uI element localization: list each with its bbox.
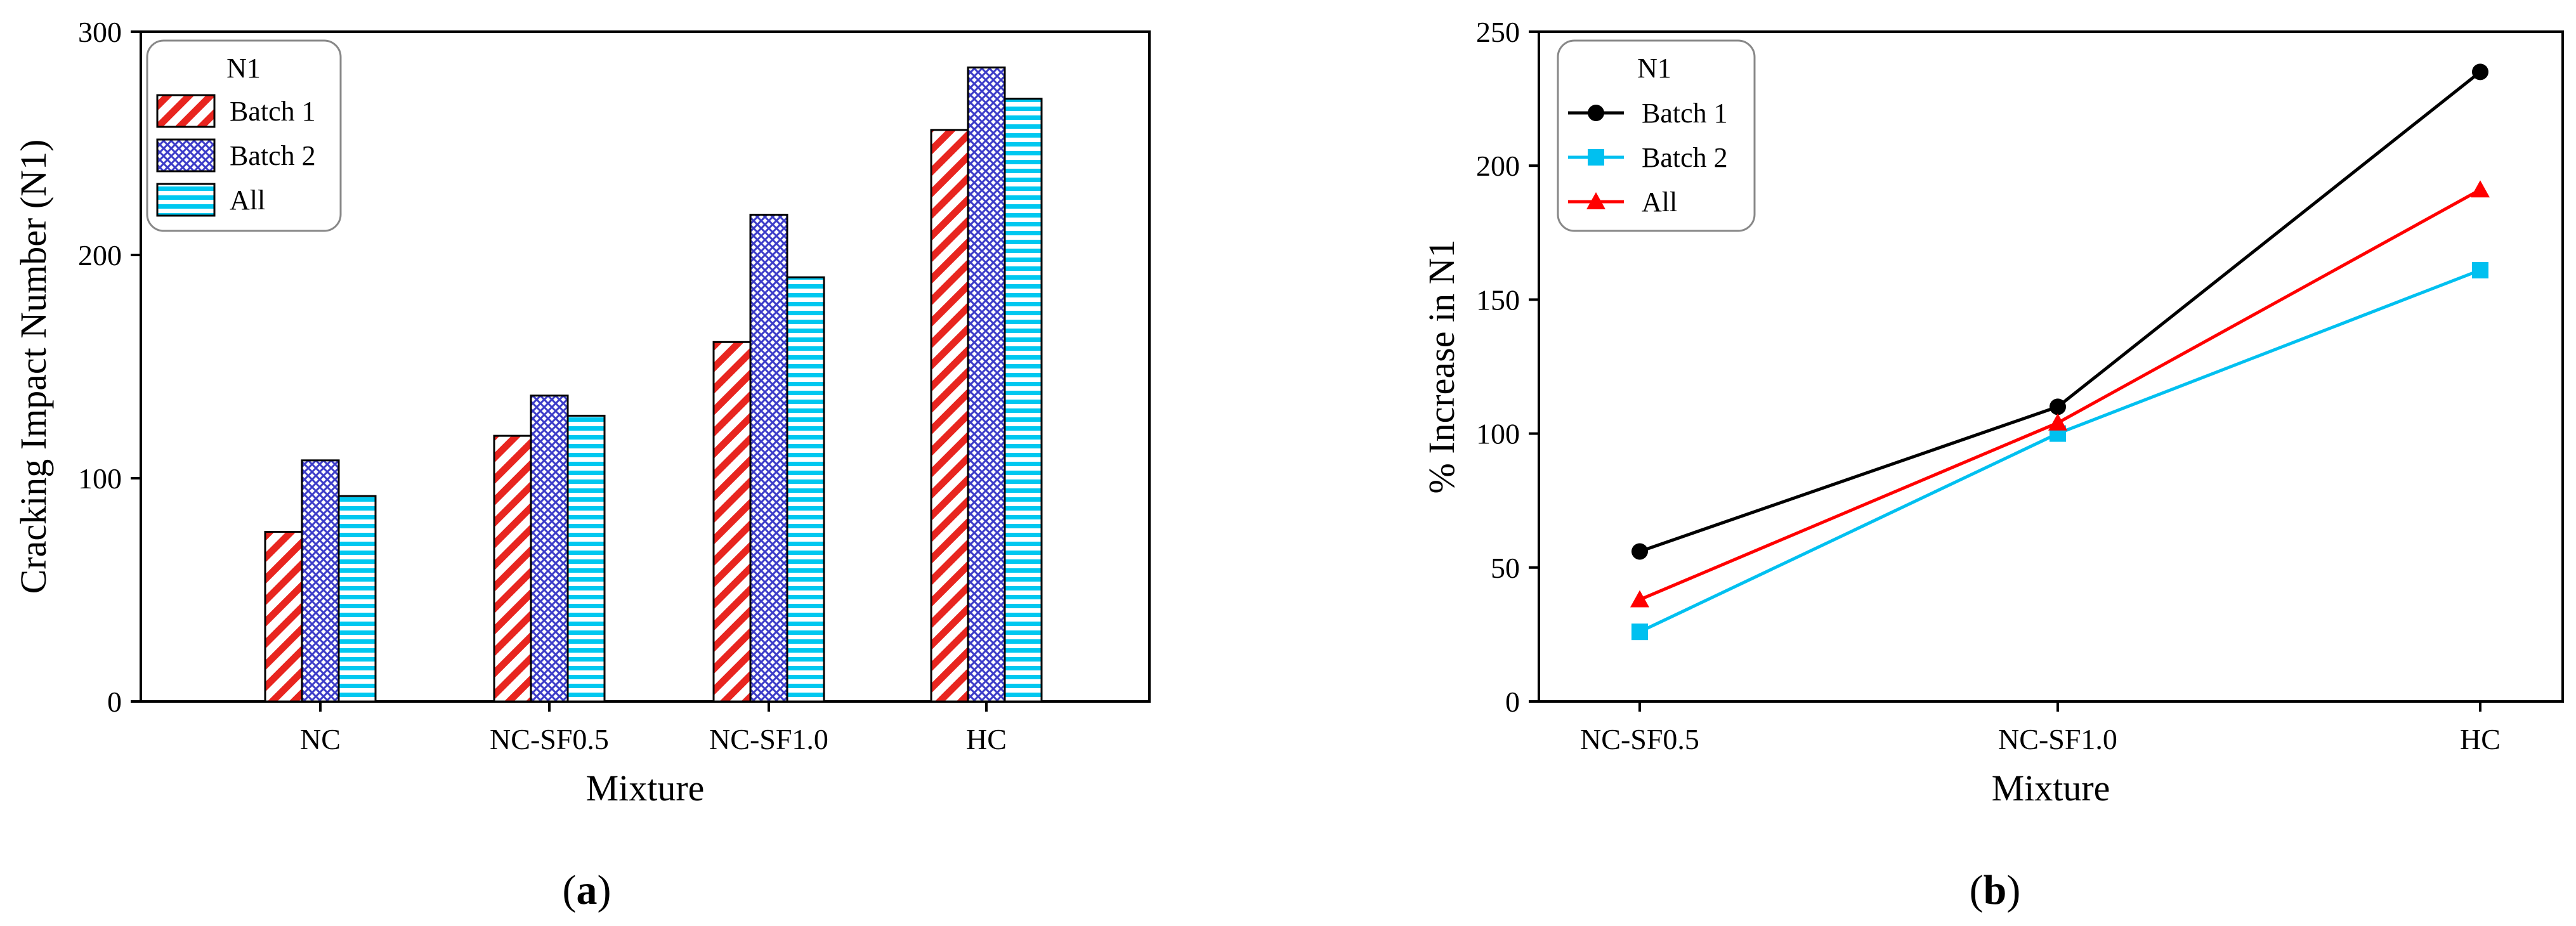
legend-marker-b [1588,149,1604,166]
y-tick-label-b: 100 [1476,418,1520,450]
bar-batch-1-nc [264,530,303,703]
series-line-batch-2 [1638,268,2481,634]
caption-b: (b) [1970,867,2021,913]
x-axis-title-a: Mixture [586,767,705,809]
bar-batch-1-nc-sf1.0 [712,341,752,703]
legend-label-b: Batch 2 [1642,142,1728,173]
legend-a: N1 Batch 1 Batch 2 All [146,39,342,232]
x-tick-label-a: NC [300,723,341,755]
y-tick-label-b: 200 [1476,150,1520,182]
legend-box-b [1557,39,1756,232]
y-tick-label-b: 250 [1476,16,1520,48]
y-axis-title-a: Cracking Impact Number (N1) [13,140,54,594]
point-all-nc-sf0.5 [1630,590,1649,608]
chart-a-bar: 0 100 200 300 NC NC-SF0.5 NC-SF1.0 HC Mixture Cra… [13,16,1151,913]
bar-batch-2-nc-sf0.5 [530,395,569,703]
bar-all-hc [1004,98,1043,703]
chart-b-line: 0 50 100 150 200 250 NC-SF0.5 NC-SF1.0 HC Mixture… [1421,16,2564,913]
point-all-hc [2471,180,2490,198]
bar-batch-1-nc-sf0.5 [493,434,532,703]
y-tick-label-a: 300 [78,16,122,48]
legend-label-a: Batch 2 [230,140,316,171]
legend-marker-b [1586,192,1605,209]
y-tick-label-b: 0 [1505,686,1520,718]
x-tick-label-a: NC-SF1.0 [709,723,828,755]
legend-title-a: N1 [226,53,261,84]
y-tick-label-a: 100 [78,462,122,495]
y-tick-label-b: 50 [1491,552,1520,584]
legend-marker-b [1588,105,1604,121]
y-tick-label-a: 0 [107,686,122,718]
plot-frame-b [1538,30,2564,703]
legend-swatch-a [156,183,216,217]
bar-batch-2-hc [967,66,1006,703]
point-batch-1-nc-sf1.0 [2050,398,2066,415]
y-axis-title-b: % Increase in N1 [1421,240,1462,494]
plot-frame-a [140,30,1151,703]
x-tick-label-b: HC [2460,723,2501,755]
x-tick-label-b: NC-SF0.5 [1580,723,1699,755]
x-tick-label-a: HC [966,723,1007,755]
point-batch-1-nc-sf0.5 [1631,543,1648,560]
bar-all-nc-sf0.5 [566,414,606,703]
legend-title-b: N1 [1637,53,1671,84]
bar-batch-2-nc [301,459,340,703]
point-all-nc-sf1.0 [2048,413,2067,431]
x-tick-label-a: NC-SF0.5 [490,723,609,755]
series-line-batch-1 [1639,70,2481,553]
legend-b: N1 Batch 1 Batch 2 All [1557,39,1756,232]
bar-batch-2-nc-sf1.0 [749,214,788,703]
bar-all-nc [337,495,377,703]
legend-swatch-a [156,94,216,128]
point-batch-1-hc [2472,63,2488,81]
legend-label-a: Batch 1 [230,96,316,127]
bar-batch-1-hc [930,129,969,703]
caption-a: (a) [563,867,611,913]
bar-all-nc-sf1.0 [786,276,825,703]
legend-label-a: All [230,185,265,216]
y-tick-label-a: 200 [78,239,122,271]
x-axis-title-b: Mixture [1992,767,2110,809]
x-tick-label-b: NC-SF1.0 [1998,723,2117,755]
legend-label-b: All [1642,186,1677,218]
y-tick-label-b: 150 [1476,284,1520,316]
legend-label-b: Batch 1 [1642,98,1728,129]
legend-swatch-a [156,138,216,173]
point-batch-2-nc-sf0.5 [1631,623,1648,641]
point-batch-2-hc [2472,261,2488,278]
series-line-all [1639,188,2481,601]
